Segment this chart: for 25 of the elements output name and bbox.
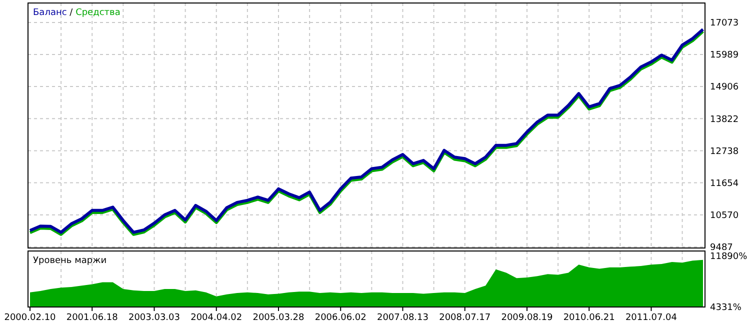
y-tick-label: 17073 [710,18,739,29]
x-tick-label: 2000.02.10 [4,313,56,323]
x-tick-label: 2005.03.28 [252,313,305,323]
x-tick-label: 2006.06.02 [314,313,366,323]
x-tick-label: 2007.08.13 [376,313,429,323]
x-tick-label: 2004.04.02 [190,313,242,323]
text: Средства [76,8,120,18]
text: Баланс [33,8,67,18]
y-tick-label: 11654 [710,178,739,189]
y-tick-label: 10570 [710,211,739,222]
legend-title: / [66,8,76,18]
x-tick-label: 2001.06.18 [66,313,118,323]
y-tick-label: 11890% [710,252,748,262]
x-tick-label: 2009.08.19 [501,313,554,323]
x-tick-label: 2003.03.03 [128,313,180,323]
text: Уровень маржи [33,256,107,266]
y-tick-label: 12738 [710,146,739,157]
y-tick-label: 4331% [710,303,742,314]
x-tick-label: 2008.07.17 [439,313,491,323]
y-tick-label: 9487 [710,243,733,254]
y-tick-label: 14906 [710,82,739,93]
x-tick-label: 2010.06.21 [563,313,615,323]
y-tick-label: 15989 [710,50,739,61]
x-tick-label: 2011.07.04 [625,313,678,323]
y-tick-label: 13822 [710,114,739,125]
